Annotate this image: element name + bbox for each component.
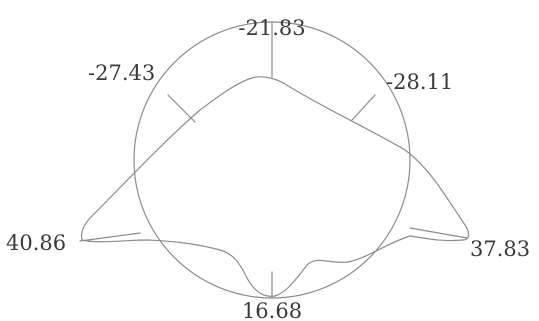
value-label-bottom: 16.68: [242, 299, 302, 321]
spoke-upper-right: [351, 94, 376, 121]
value-label-left: 40.86: [6, 231, 66, 255]
spoke-upper-left: [167, 94, 196, 123]
value-label-top: -21.83: [238, 16, 305, 40]
value-label-upper-right: -28.11: [386, 70, 453, 94]
spoke-right: [409, 227, 468, 239]
spoke-left: [79, 232, 141, 242]
value-label-right: 37.83: [470, 237, 530, 261]
value-label-upper-left: -27.43: [88, 61, 155, 85]
distribution-curve: [80, 76, 470, 297]
